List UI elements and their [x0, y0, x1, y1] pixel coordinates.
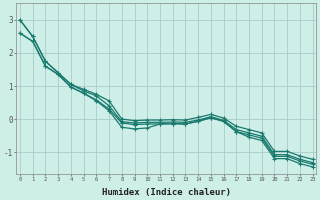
X-axis label: Humidex (Indice chaleur): Humidex (Indice chaleur): [102, 188, 231, 197]
